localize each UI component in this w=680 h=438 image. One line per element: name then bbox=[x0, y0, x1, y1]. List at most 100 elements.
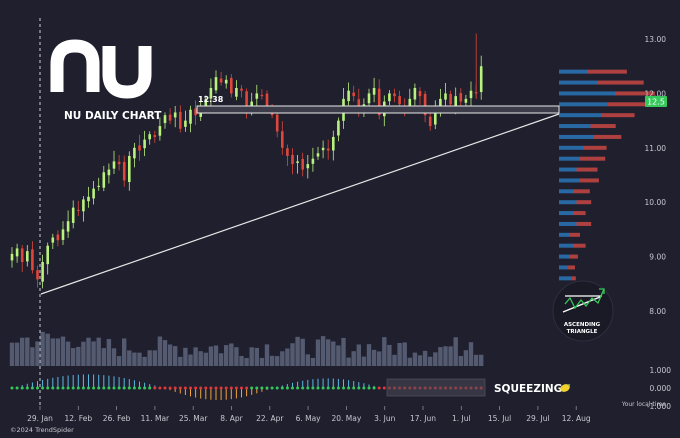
squeeze-dot bbox=[209, 386, 213, 390]
candle-body bbox=[352, 92, 355, 97]
candle-body bbox=[26, 251, 29, 262]
squeeze-dot bbox=[296, 386, 300, 390]
candle-body bbox=[61, 229, 65, 240]
candle-body bbox=[311, 158, 315, 164]
squeeze-dot bbox=[214, 386, 218, 390]
volume-bar bbox=[473, 354, 479, 366]
volume-profile-red bbox=[576, 200, 592, 205]
footer-credit: ©2024 TrendSpider bbox=[10, 426, 74, 434]
candle-body bbox=[235, 87, 238, 97]
osc-tick-0: 0.000 bbox=[650, 384, 672, 393]
squeeze-dot bbox=[158, 386, 162, 390]
volume-profile-blue bbox=[559, 102, 608, 107]
squeeze-dot bbox=[311, 386, 315, 390]
candle-body bbox=[20, 248, 24, 263]
squeeze-dot bbox=[326, 386, 330, 390]
squeeze-dot bbox=[76, 386, 80, 390]
squeeze-dot bbox=[81, 386, 85, 390]
chart-subtitle: NU DAILY CHART bbox=[64, 110, 162, 122]
candle-body bbox=[122, 161, 126, 181]
squeeze-dot bbox=[143, 386, 147, 390]
volume-profile bbox=[559, 69, 655, 281]
volume-profile-red bbox=[580, 156, 606, 161]
candle-body bbox=[41, 262, 44, 282]
price-tick-label: 12.00 bbox=[645, 89, 667, 98]
candle-body bbox=[128, 155, 131, 182]
candle-body bbox=[281, 131, 284, 148]
candle-body bbox=[245, 91, 248, 110]
volume-bar bbox=[116, 356, 122, 366]
time-tick-label: 1. Jul bbox=[452, 414, 471, 423]
squeeze-dot bbox=[66, 386, 70, 390]
squeeze-dot bbox=[347, 386, 351, 390]
squeeze-dot bbox=[275, 386, 279, 390]
ascending-triangle-icon bbox=[562, 288, 605, 313]
candle-body bbox=[372, 87, 376, 95]
squeeze-dot bbox=[189, 386, 192, 390]
volume-bar bbox=[331, 341, 336, 366]
volume-bar bbox=[259, 357, 265, 366]
volume-profile-red bbox=[580, 178, 599, 183]
volume-profile-blue bbox=[559, 156, 580, 161]
candle-body bbox=[265, 93, 269, 108]
squeeze-dot bbox=[357, 386, 361, 390]
volume-profile-red bbox=[573, 189, 590, 194]
volume-bar bbox=[229, 343, 234, 366]
candle-body bbox=[133, 147, 136, 159]
candle-body bbox=[332, 136, 335, 151]
candle-body bbox=[240, 88, 243, 91]
squeeze-dot bbox=[301, 386, 305, 390]
volume-bar bbox=[167, 344, 173, 366]
volume-bar bbox=[346, 357, 351, 366]
nu-logo bbox=[50, 39, 152, 99]
squeeze-dot bbox=[56, 386, 60, 390]
volume-profile-red bbox=[567, 265, 575, 270]
candle-body bbox=[275, 114, 279, 132]
candle-body bbox=[179, 111, 182, 129]
candle-body bbox=[464, 98, 468, 103]
volume-bar bbox=[428, 356, 433, 366]
resistance-zone bbox=[196, 105, 560, 114]
volume-bar bbox=[213, 345, 219, 366]
candle-body bbox=[189, 109, 192, 124]
last-price-value: 12.5 bbox=[647, 98, 665, 107]
volume-bar bbox=[40, 331, 45, 366]
squeeze-dot bbox=[15, 386, 19, 390]
volume-bar bbox=[50, 338, 55, 366]
volume-bar bbox=[264, 344, 270, 366]
volume-bar bbox=[65, 341, 71, 366]
volume-bar bbox=[351, 351, 356, 366]
squeeze-dot bbox=[229, 386, 233, 390]
volume-bar bbox=[137, 352, 142, 366]
candle-body bbox=[459, 93, 463, 102]
squeeze-dot bbox=[240, 386, 243, 390]
pattern-label-line2: TRIANGLE bbox=[567, 329, 598, 335]
price-tick-label: 8.00 bbox=[649, 307, 666, 316]
volume-bar bbox=[86, 337, 91, 366]
candle-body bbox=[454, 96, 457, 107]
volume-bar bbox=[60, 336, 66, 366]
volume-bar bbox=[300, 338, 305, 366]
volume-profile-blue bbox=[559, 200, 577, 205]
squeeze-dot bbox=[265, 386, 269, 390]
squeeze-dot bbox=[112, 386, 116, 390]
candle-body bbox=[306, 164, 310, 169]
volume-profile-blue bbox=[559, 221, 577, 226]
candle-body bbox=[46, 245, 49, 265]
volume-profile-blue bbox=[559, 69, 587, 74]
volume-bar bbox=[280, 351, 285, 366]
volume-bar bbox=[101, 348, 106, 366]
volume-bar bbox=[106, 338, 112, 366]
time-tick-label: 25. Mar bbox=[179, 414, 208, 423]
time-tick-label: 6. May bbox=[296, 414, 322, 423]
volume-bar bbox=[234, 347, 239, 366]
lemon-icon bbox=[560, 384, 571, 392]
squeeze-dot bbox=[260, 386, 264, 390]
squeeze-dot bbox=[127, 386, 131, 390]
candle-body bbox=[36, 270, 39, 280]
volume-bar bbox=[412, 352, 418, 366]
squeeze-dot bbox=[199, 386, 203, 390]
candle-body bbox=[102, 172, 106, 188]
volume-profile-blue bbox=[559, 178, 580, 183]
